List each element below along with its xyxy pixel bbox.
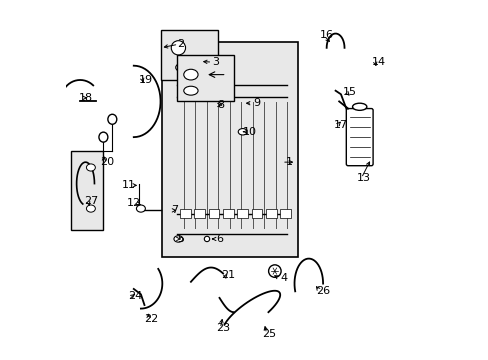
Text: 25: 25 — [262, 329, 276, 339]
Text: 24: 24 — [128, 291, 142, 301]
Bar — [237, 209, 247, 218]
Bar — [265, 209, 276, 218]
Text: 11: 11 — [121, 180, 135, 190]
Text: 18: 18 — [78, 93, 92, 103]
Bar — [180, 209, 190, 218]
Bar — [223, 209, 233, 218]
Text: 6: 6 — [216, 234, 223, 244]
Text: 19: 19 — [139, 75, 153, 85]
Ellipse shape — [174, 236, 183, 242]
Bar — [208, 209, 219, 218]
Ellipse shape — [183, 69, 198, 80]
Ellipse shape — [204, 236, 209, 242]
Ellipse shape — [238, 129, 246, 135]
Text: 3: 3 — [212, 57, 219, 67]
Text: 1: 1 — [285, 157, 292, 167]
Bar — [160, 30, 217, 80]
Text: 26: 26 — [315, 286, 329, 296]
Text: 23: 23 — [216, 323, 230, 333]
Ellipse shape — [352, 103, 366, 111]
Bar — [280, 209, 290, 218]
Text: 14: 14 — [371, 57, 385, 67]
Text: 15: 15 — [342, 87, 356, 98]
Ellipse shape — [183, 86, 198, 95]
Ellipse shape — [268, 265, 281, 277]
Ellipse shape — [171, 41, 185, 55]
Ellipse shape — [86, 205, 95, 212]
Bar — [71, 152, 103, 230]
Text: 13: 13 — [356, 173, 370, 183]
Text: 20: 20 — [100, 157, 114, 167]
Bar — [251, 209, 262, 218]
Ellipse shape — [108, 114, 117, 124]
Text: 5: 5 — [176, 234, 183, 244]
Ellipse shape — [175, 62, 195, 73]
Text: 2: 2 — [176, 39, 183, 49]
Text: 17: 17 — [333, 120, 347, 130]
Text: 4: 4 — [280, 273, 287, 283]
FancyBboxPatch shape — [346, 109, 372, 166]
Text: 8: 8 — [217, 100, 224, 110]
Ellipse shape — [99, 132, 108, 142]
Text: 16: 16 — [319, 30, 333, 40]
Text: 12: 12 — [126, 198, 141, 208]
Bar — [176, 55, 233, 102]
Ellipse shape — [86, 164, 95, 171]
Text: 10: 10 — [243, 127, 256, 137]
Text: 27: 27 — [83, 197, 98, 206]
Ellipse shape — [136, 205, 145, 212]
Text: 21: 21 — [221, 270, 235, 280]
Bar — [194, 209, 205, 218]
Text: 22: 22 — [144, 314, 159, 324]
Text: 7: 7 — [171, 205, 178, 215]
Text: 9: 9 — [253, 98, 260, 108]
Bar — [162, 42, 298, 257]
